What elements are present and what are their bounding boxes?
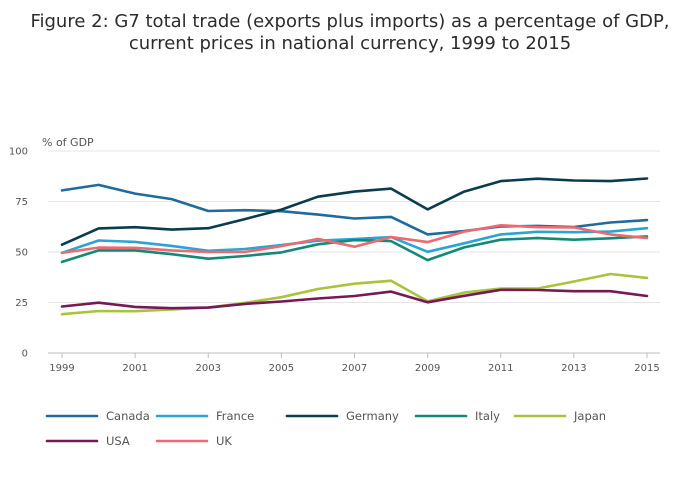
x-tick-label-2007: 2007 [342, 363, 367, 374]
legend-label-italy: Italy [475, 409, 500, 423]
x-tick-label-2013: 2013 [561, 363, 586, 374]
x-tick-label-2005: 2005 [269, 363, 294, 374]
legend-label-germany: Germany [346, 409, 399, 423]
y-tick-label-50: 50 [15, 248, 28, 259]
legend-label-japan: Japan [573, 409, 606, 423]
y-tick-label-0: 0 [22, 349, 28, 360]
chart-title: Figure 2: G7 total trade (exports plus i… [30, 11, 669, 32]
x-tick-label-2003: 2003 [196, 363, 221, 374]
axes: 0 25 50 75 100 1999 2001 2003 2005 2007 2009 2011 20… [9, 147, 660, 375]
x-tick-label-1999: 1999 [49, 363, 74, 374]
x-tick-label-2015: 2015 [634, 363, 659, 374]
legend-label-france: France [216, 409, 254, 423]
x-tick-label-2009: 2009 [415, 363, 440, 374]
series-line-germany [60, 177, 649, 246]
y-axis-label: % of GDP [42, 136, 94, 149]
x-tick-label-2001: 2001 [122, 363, 147, 374]
x-tick-label-2011: 2011 [488, 363, 513, 374]
series-lines [60, 177, 649, 316]
chart-subtitle: current prices in national currency, 199… [129, 33, 571, 54]
legend: Canada France Germany Italy Japan USA UK [45, 409, 606, 448]
series-line-uk [60, 224, 649, 255]
legend-label-canada: Canada [106, 409, 150, 423]
series-line-japan [60, 272, 649, 316]
legend-label-uk: UK [216, 434, 232, 448]
y-tick-label-75: 75 [15, 197, 28, 208]
y-tick-label-25: 25 [15, 298, 28, 309]
y-tick-label-100: 100 [9, 147, 28, 158]
legend-label-usa: USA [106, 434, 130, 448]
series-line-italy [60, 235, 649, 264]
series-line-usa [60, 288, 649, 310]
